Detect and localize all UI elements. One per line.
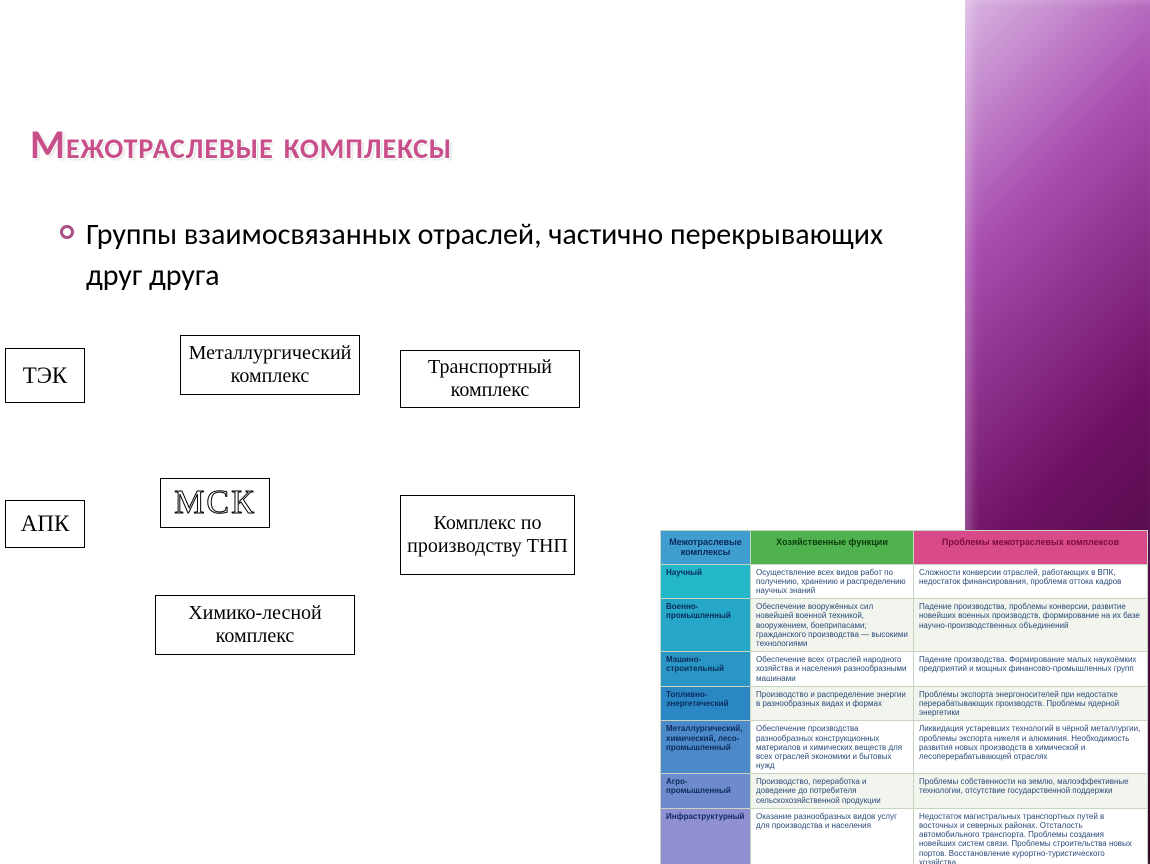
- complexes-table: Межотраслевые комплексы Хозяйственные фу…: [660, 530, 1148, 864]
- table-row: Топливно-энергетическийПроизводство и ра…: [661, 686, 1148, 721]
- th-functions: Хозяйственные функции: [751, 531, 914, 565]
- row-complex-name: Военно-промышленный: [661, 599, 751, 652]
- box-apk: АПК: [5, 500, 85, 548]
- row-complex-name: Инфраструктурный: [661, 808, 751, 864]
- row-complex-name: Металлургический, химический, лесо-промы…: [661, 721, 751, 774]
- row-problem: Сложности конверсии отраслей, работающих…: [914, 564, 1148, 599]
- row-complex-name: Научный: [661, 564, 751, 599]
- box-tek: ТЭК: [5, 348, 85, 403]
- row-function: Осуществление всех видов работ по получе…: [751, 564, 914, 599]
- box-tran: Транспортный комплекс: [400, 350, 580, 408]
- row-problem: Падение производства. Формирование малых…: [914, 652, 1148, 687]
- table-row: НаучныйОсуществление всех видов работ по…: [661, 564, 1148, 599]
- table-row: Агро-промышленныйПроизводство, переработ…: [661, 774, 1148, 809]
- bullet-icon: [60, 225, 74, 239]
- row-function: Обеспечение всех отраслей народного хозя…: [751, 652, 914, 687]
- row-function: Производство и распределение энергии в р…: [751, 686, 914, 721]
- table-row: ИнфраструктурныйОказание разнообразных в…: [661, 808, 1148, 864]
- row-complex-name: Машино-строительный: [661, 652, 751, 687]
- table-row: Металлургический, химический, лесо-промы…: [661, 721, 1148, 774]
- row-problem: Проблемы собственности на землю, малоэфф…: [914, 774, 1148, 809]
- box-tnp: Комплекс по производству ТНП: [400, 495, 575, 575]
- row-complex-name: Агро-промышленный: [661, 774, 751, 809]
- row-problem: Ликвидация устаревших технологий в чёрно…: [914, 721, 1148, 774]
- bullet-text: Группы взаимосвязанных отраслей, частичн…: [86, 215, 906, 296]
- row-complex-name: Топливно-энергетический: [661, 686, 751, 721]
- box-met: Металлургический комплекс: [180, 335, 360, 395]
- table-row: Машино-строительныйОбеспечение всех отра…: [661, 652, 1148, 687]
- box-him: Химико-лесной комплекс: [155, 595, 355, 655]
- row-function: Обеспечение производства разнообразных к…: [751, 721, 914, 774]
- row-function: Оказание разнообразных видов услуг для п…: [751, 808, 914, 864]
- row-function: Производство, переработка и доведение до…: [751, 774, 914, 809]
- row-function: Обеспечение вооружённых сил новейшей вое…: [751, 599, 914, 652]
- table-header-row: Межотраслевые комплексы Хозяйственные фу…: [661, 531, 1148, 565]
- row-problem: Недостаток магистральных транспортных пу…: [914, 808, 1148, 864]
- row-problem: Проблемы экспорта энергоносителей при не…: [914, 686, 1148, 721]
- bullet-row: Группы взаимосвязанных отраслей, частичн…: [60, 215, 906, 296]
- box-msk: МСК: [160, 478, 270, 528]
- table-row: Военно-промышленныйОбеспечение вооружённ…: [661, 599, 1148, 652]
- th-problems: Проблемы межотраслевых комплексов: [914, 531, 1148, 565]
- row-problem: Падение производства, проблемы конверсии…: [914, 599, 1148, 652]
- th-complexes: Межотраслевые комплексы: [661, 531, 751, 565]
- slide-title: Межотраслевые комплексы: [30, 120, 452, 169]
